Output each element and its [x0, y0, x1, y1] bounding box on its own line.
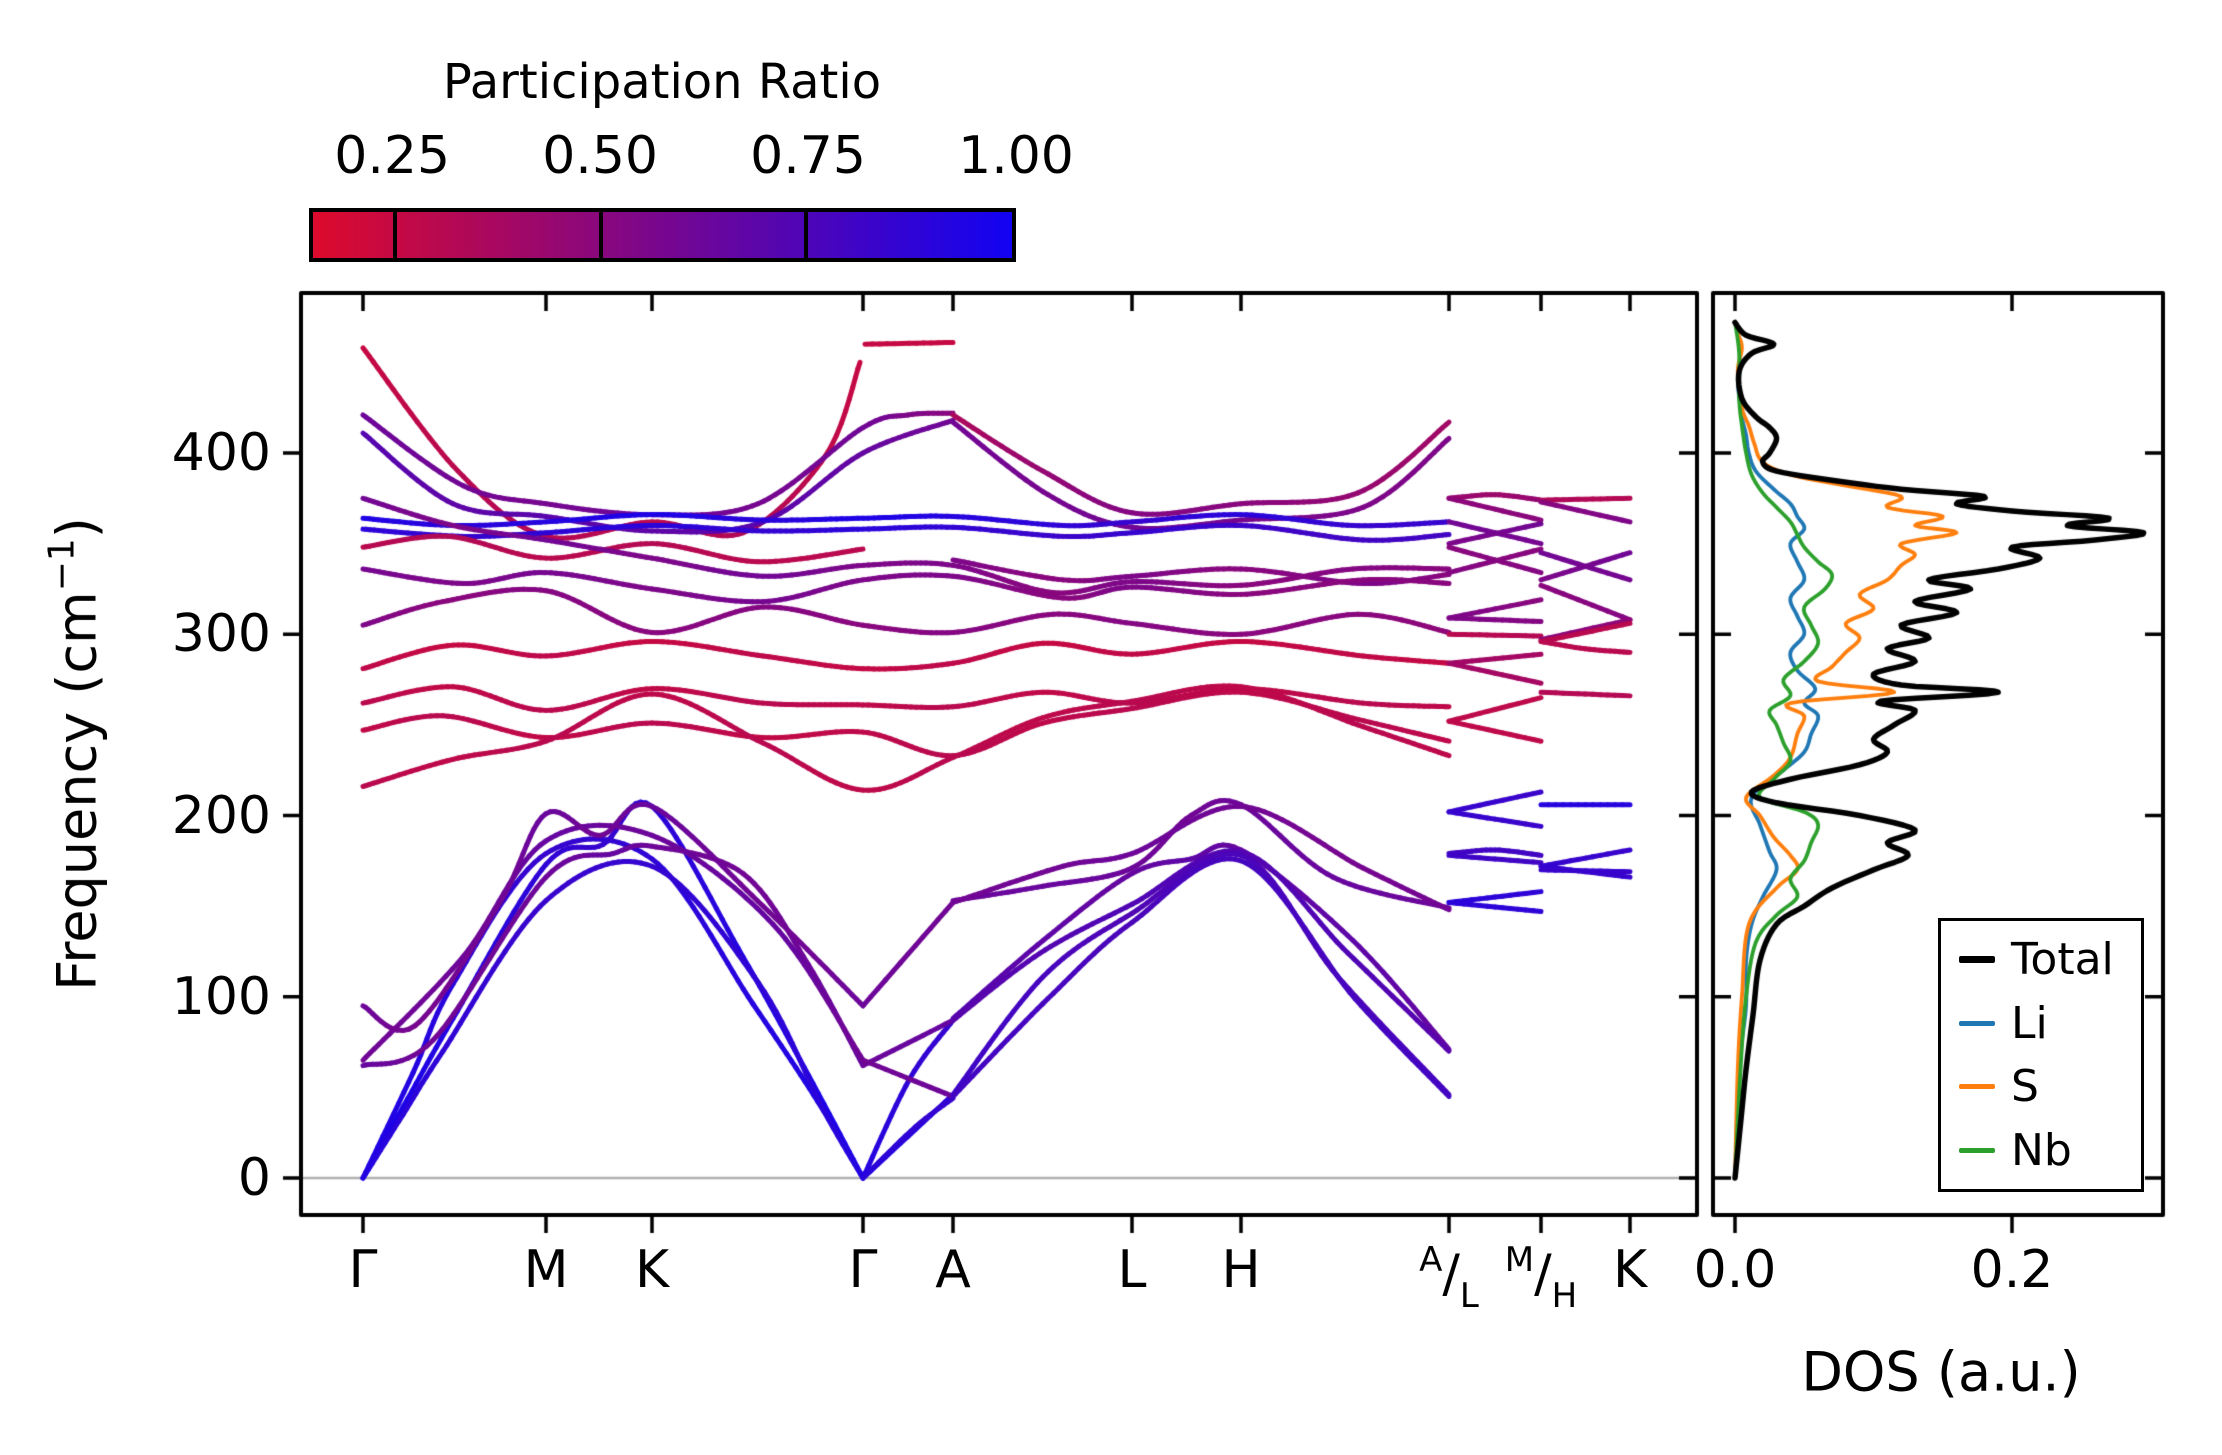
legend-line-s: [1959, 1084, 1995, 1090]
legend-line-total: [1959, 955, 1995, 963]
y-axis-label-text: Frequency (cm: [45, 591, 109, 991]
colorbar-tick-label: 1.00: [958, 126, 1074, 186]
colorbar-tick-label: 0.25: [334, 126, 451, 186]
y-tick-label: 300: [171, 604, 271, 665]
x-tick-label: M: [523, 1240, 569, 1300]
y-tick-label: 200: [171, 785, 271, 846]
colorbar-tick: [598, 212, 603, 258]
x-tick-label: Γ: [348, 1240, 378, 1300]
x-tick-label: A: [935, 1240, 971, 1300]
x-tick-label: K: [634, 1240, 670, 1300]
legend-line-nb: [1959, 1148, 1995, 1154]
dos-legend: Total Li S Nb: [1938, 918, 2144, 1192]
y-axis-label: Frequency (cm−1): [42, 517, 109, 991]
x-tick-label: Γ: [848, 1240, 878, 1300]
colorbar-tick-label: 0.75: [750, 126, 866, 186]
x-tick-label: K: [1612, 1240, 1648, 1300]
y-tick-label: 0: [237, 1148, 271, 1208]
legend-entry-nb: Nb: [1959, 1125, 2141, 1176]
legend-entry-total: Total: [1959, 934, 2141, 985]
legend-label-li: Li: [2011, 997, 2048, 1049]
legend-label-total: Total: [2011, 933, 2114, 985]
x-tick-label: L: [1117, 1240, 1147, 1300]
x-tick-subscript: L: [1459, 1276, 1479, 1316]
colorbar-tick: [804, 212, 809, 258]
legend-entry-li: Li: [1959, 998, 2141, 1049]
colorbar-title: Participation Ratio: [442, 54, 882, 110]
legend-label-s: S: [2011, 1061, 2039, 1113]
y-tick-label: 100: [171, 966, 271, 1027]
legend-label-nb: Nb: [2011, 1125, 2072, 1177]
y-axis-label-superscript: −1: [41, 538, 83, 592]
x-tick-label: H: [1221, 1240, 1261, 1300]
x-tick-label: A/L: [1419, 1240, 1479, 1316]
dos-tick-label: 0.2: [1970, 1240, 2054, 1300]
colorbar-tick-label: 0.50: [542, 126, 658, 186]
dos-tick-label: 0.0: [1693, 1240, 1777, 1300]
colorbar-tick: [393, 212, 398, 258]
legend-entry-s: S: [1959, 1061, 2141, 1112]
x-tick-subscript: H: [1551, 1276, 1578, 1316]
dos-axis-label: DOS (a.u.): [1801, 1340, 2081, 1404]
y-tick-label: 400: [171, 423, 271, 483]
x-tick-slash: /: [1534, 1244, 1552, 1304]
legend-line-li: [1959, 1020, 1995, 1026]
colorbar: [309, 208, 1016, 262]
x-tick-superscript: M: [1504, 1240, 1535, 1280]
y-axis-label-close: ): [45, 517, 109, 539]
x-tick-superscript: A: [1419, 1240, 1443, 1280]
x-tick-label: M/H: [1505, 1240, 1577, 1316]
x-tick-slash: /: [1442, 1244, 1460, 1304]
